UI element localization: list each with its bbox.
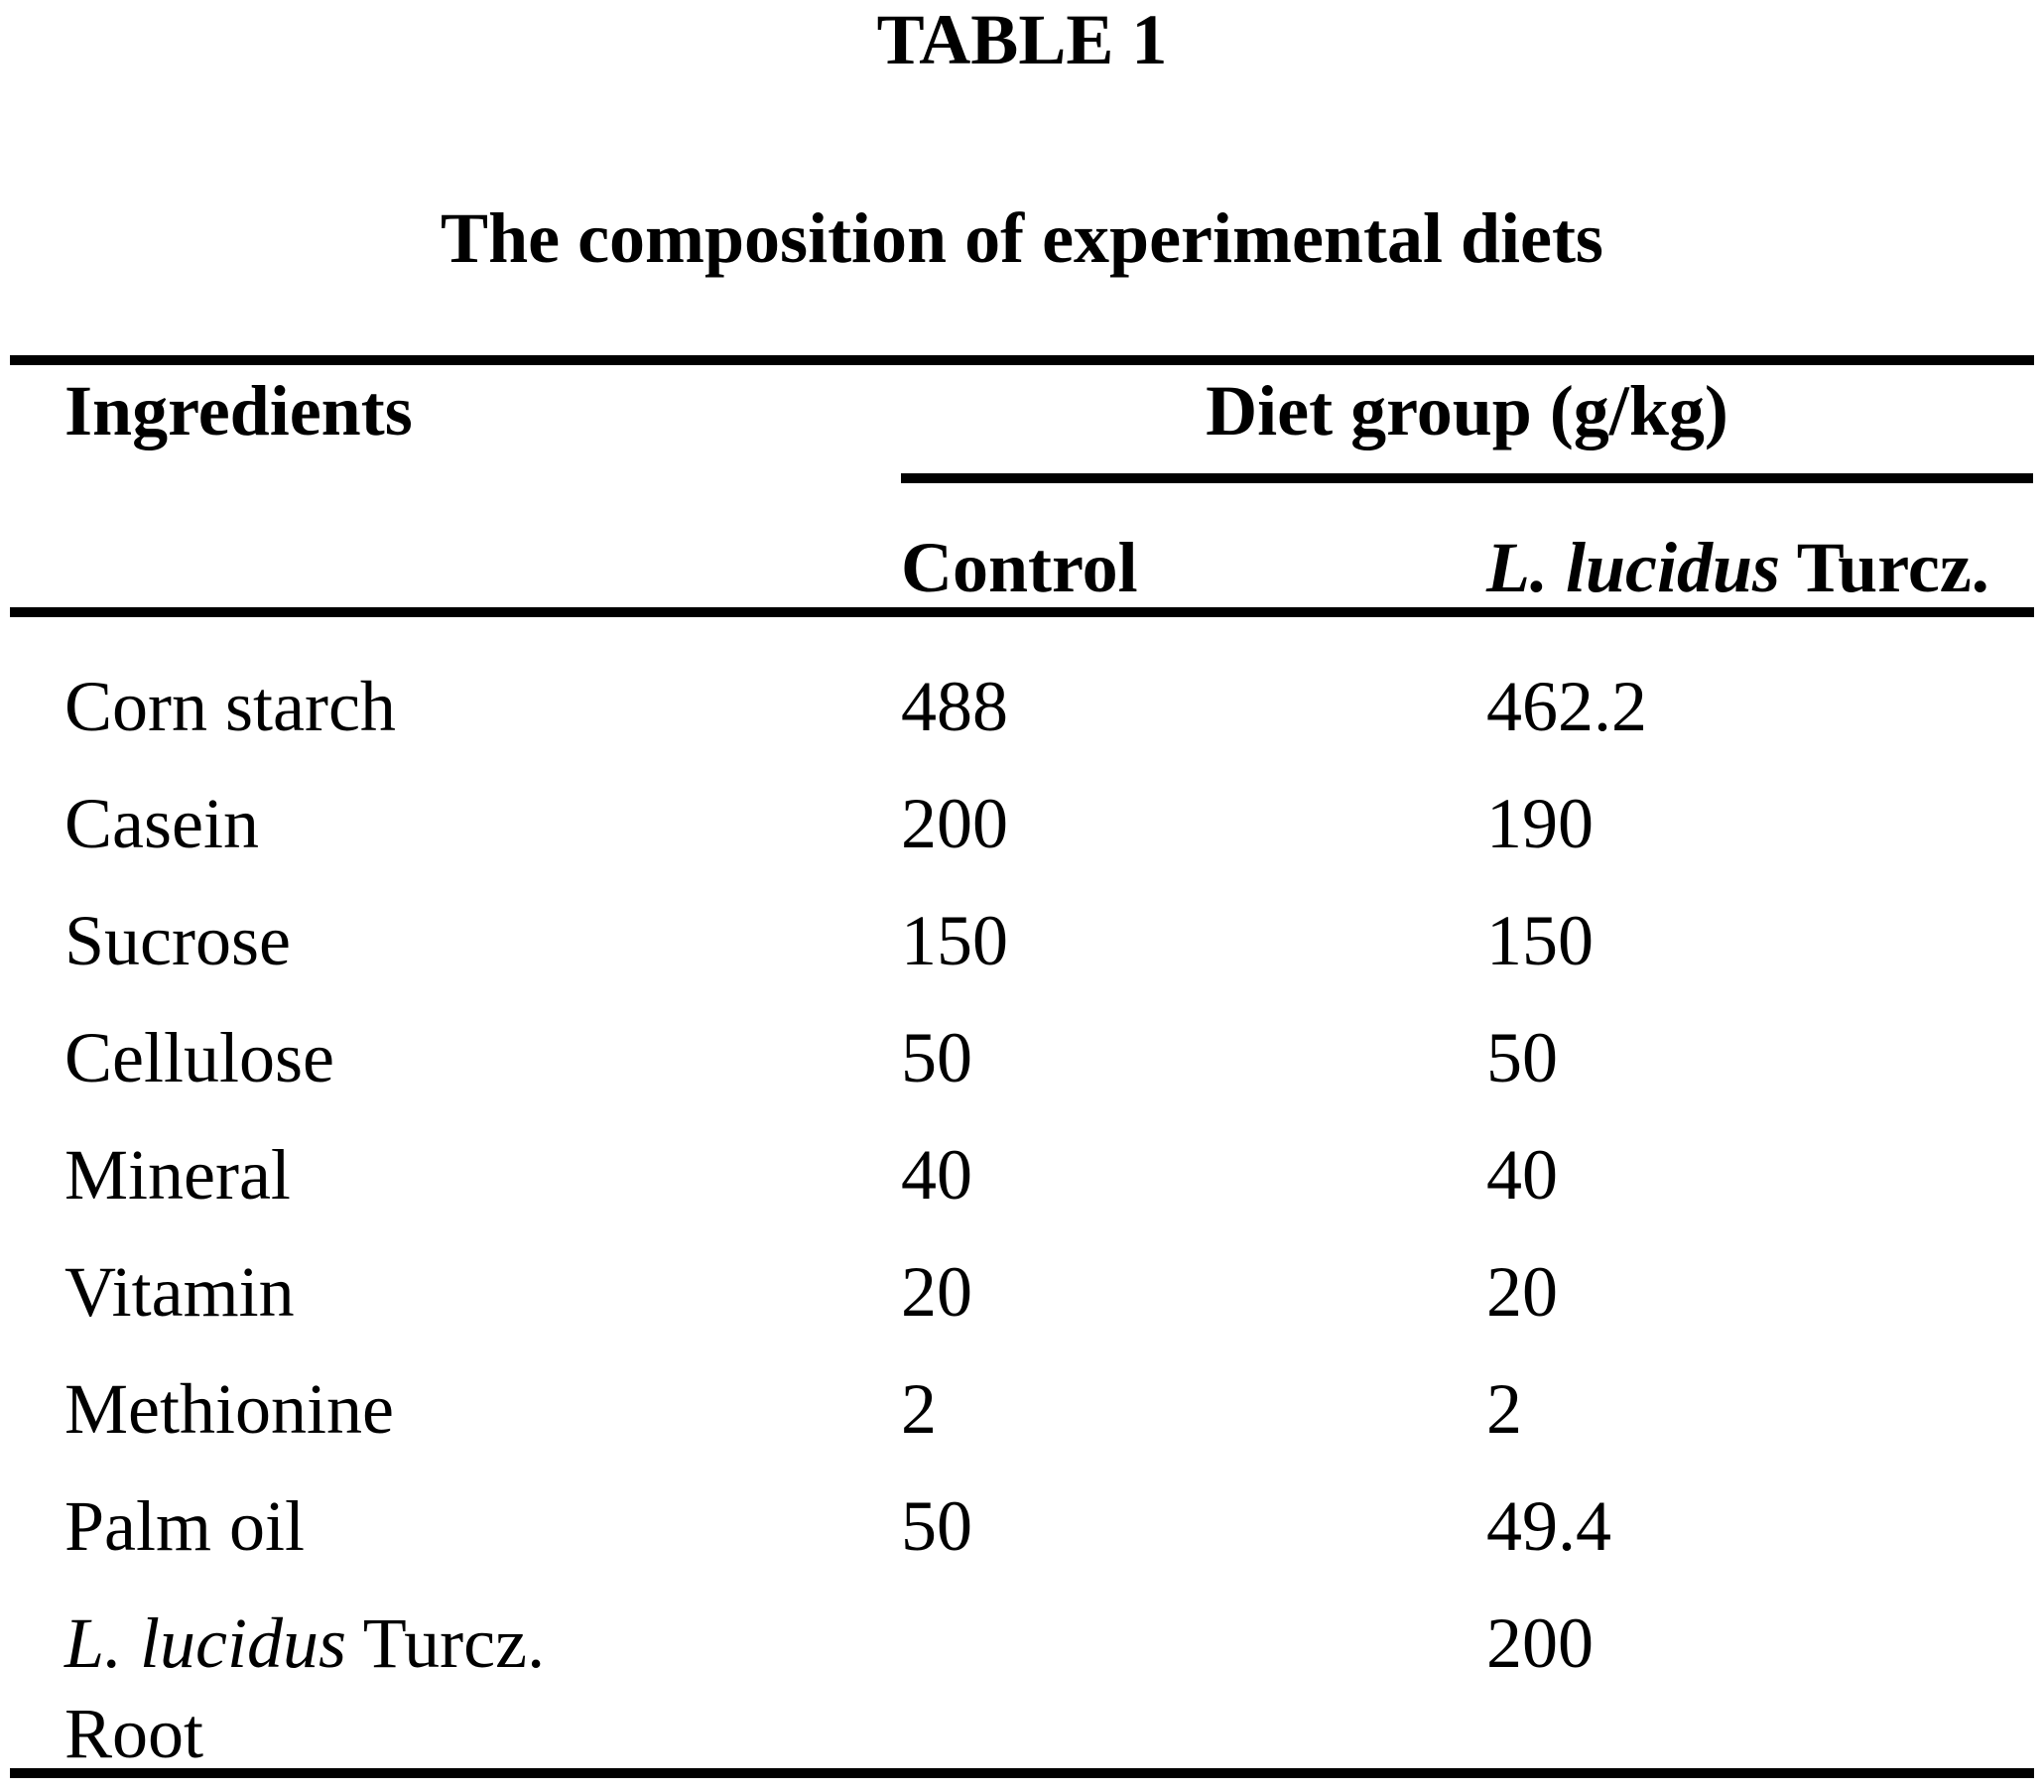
row-label: Vitamin <box>64 1252 295 1332</box>
diet-group-rule <box>901 473 2033 483</box>
treatment-value: 190 <box>1486 784 1594 863</box>
control-value: 50 <box>901 1018 972 1097</box>
row-label-authority: Turcz. <box>346 1603 546 1683</box>
table-bottom-rule <box>10 1768 2034 1778</box>
control-value: 50 <box>901 1486 972 1566</box>
treatment-value: 150 <box>1486 901 1594 980</box>
treatment-value: 40 <box>1486 1135 1558 1215</box>
control-value: 488 <box>901 667 1008 746</box>
treatment-value: 20 <box>1486 1252 1558 1332</box>
column-header-diet-group: Diet group (g/kg) <box>1206 371 1728 450</box>
row-label: Palm oil <box>64 1486 306 1566</box>
treatment-value: 462.2 <box>1486 667 1647 746</box>
header-bottom-rule <box>10 607 2034 617</box>
treatment-value: 2 <box>1486 1369 1522 1449</box>
row-label-line2: Root <box>64 1694 204 1773</box>
control-value: 150 <box>901 901 1008 980</box>
row-label: Sucrose <box>64 901 291 980</box>
treatment-value: 49.4 <box>1486 1486 1611 1566</box>
table-title: The composition of experimental diets <box>441 198 1603 278</box>
row-label: Cellulose <box>64 1018 334 1097</box>
row-label: L. lucidus Turcz. <box>64 1607 545 1679</box>
treatment-header-authority: Turcz. <box>1780 528 1989 607</box>
row-label-species: L. lucidus <box>64 1603 347 1683</box>
control-value: 200 <box>901 784 1008 863</box>
control-value: 40 <box>901 1135 972 1215</box>
control-value: 2 <box>901 1369 937 1449</box>
column-header-control: Control <box>901 528 1138 607</box>
row-label: Casein <box>64 784 259 863</box>
treatment-header-species: L. lucidus <box>1486 528 1781 607</box>
control-value: 20 <box>901 1252 972 1332</box>
treatment-value: 50 <box>1486 1018 1558 1097</box>
row-label: Methionine <box>64 1369 394 1449</box>
table-number: TABLE 1 <box>876 0 1168 79</box>
table-top-rule <box>10 355 2034 365</box>
treatment-value: 200 <box>1486 1603 1594 1683</box>
column-header-treatment: L. lucidus Turcz. <box>1486 532 1989 603</box>
row-label: Corn starch <box>64 667 396 746</box>
row-label: Mineral <box>64 1135 291 1215</box>
column-header-ingredients: Ingredients <box>64 371 413 450</box>
